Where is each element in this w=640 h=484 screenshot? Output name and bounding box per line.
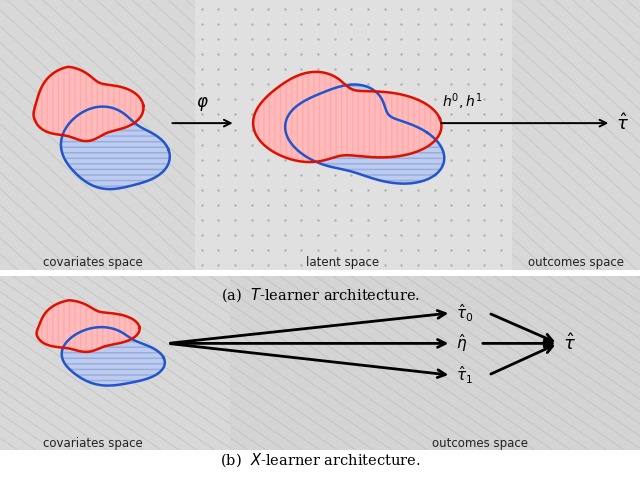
Bar [230,276,640,450]
Text: $\hat{\tau}_0$: $\hat{\tau}_0$ [456,302,474,324]
Bar [512,0,640,270]
Text: $\hat{\tau}$: $\hat{\tau}$ [563,333,576,354]
Text: outcomes space: outcomes space [432,437,528,450]
Text: latent space: latent space [306,256,379,269]
Polygon shape [36,300,140,352]
Text: (a)  $T$-learner architecture.: (a) $T$-learner architecture. [221,287,419,304]
Text: (b)  $X$-learner architecture.: (b) $X$-learner architecture. [220,451,420,469]
Polygon shape [33,67,143,141]
Text: $\varphi$: $\varphi$ [196,95,209,113]
Bar [0,0,195,270]
Polygon shape [253,72,442,162]
Text: $\hat{\tau}_1$: $\hat{\tau}_1$ [456,364,474,386]
Polygon shape [61,327,165,386]
Bar [195,0,512,270]
Polygon shape [285,85,444,183]
Text: $\hat{\tau}$: $\hat{\tau}$ [616,113,628,134]
Text: covariates space: covariates space [43,437,143,450]
Polygon shape [61,106,170,189]
Text: outcomes space: outcomes space [528,256,624,269]
Bar [0,276,230,450]
Text: covariates space: covariates space [43,256,143,269]
Text: $\hat{\eta}$: $\hat{\eta}$ [456,333,467,354]
Text: $h^0,h^1$: $h^0,h^1$ [442,91,483,111]
